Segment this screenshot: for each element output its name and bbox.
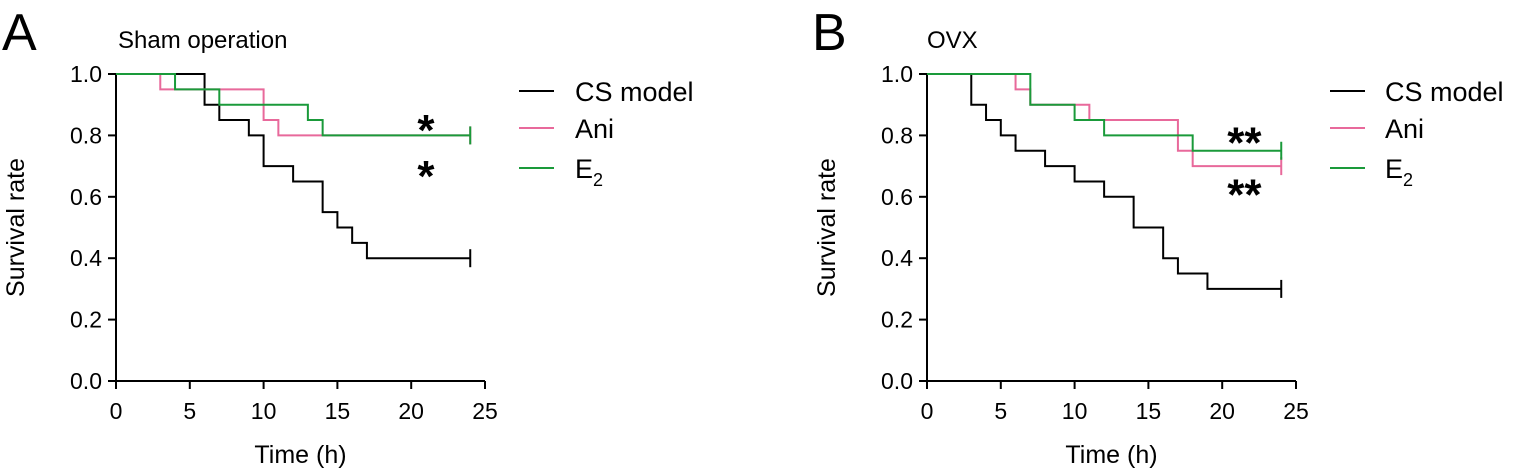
legend-label: E2: [575, 154, 603, 190]
x-axis-title: Time (h): [1065, 441, 1157, 469]
x-tick-label: 0: [921, 398, 934, 424]
y-tick-label: 1.0: [881, 61, 913, 87]
y-tick-label: 0.2: [70, 307, 102, 333]
legend-label-text: E: [1385, 154, 1403, 184]
x-tick-label: 5: [183, 398, 196, 424]
legend-label: Ani: [575, 114, 614, 144]
y-tick-label: 0.8: [70, 122, 102, 148]
y-tick-label: 0.6: [70, 184, 102, 210]
series-line-0: [927, 73, 1282, 290]
legend-label: Ani: [1385, 114, 1424, 144]
y-tick-label: 0.6: [881, 184, 913, 210]
legend-label: E2: [1385, 154, 1413, 190]
x-tick-label: 0: [110, 398, 123, 424]
series-line-2: [116, 73, 471, 137]
legend-label-text: Ani: [1385, 114, 1424, 144]
chart-panel-a: A Sham operation 0.0 0.2 0.4 0.6 0.8 1.0 0 5 10 15 2…: [2, 4, 694, 469]
significance-mark: *: [417, 106, 435, 155]
x-tick-label: 10: [251, 398, 277, 424]
chart-title: OVX: [927, 27, 978, 54]
panel-letter: A: [2, 4, 37, 62]
chart-panel-b: B OVX 0.0 0.2 0.4 0.6 0.8 1.0 0 5 10 15 20 25 Time (h)…: [812, 4, 1504, 469]
x-tick-label: 20: [398, 398, 424, 424]
legend-label: CS model: [1385, 77, 1504, 107]
series-line-2: [927, 73, 1282, 152]
chart-title: Sham operation: [118, 27, 287, 54]
y-tick-label: 0.4: [881, 245, 913, 271]
y-axis-title: Survival rate: [813, 158, 841, 297]
x-tick-label: 15: [325, 398, 351, 424]
series-line-1: [116, 73, 471, 137]
legend-label-subscript: 2: [593, 170, 603, 190]
y-tick-label: 0.0: [881, 368, 913, 394]
x-axis-title: Time (h): [254, 441, 346, 469]
x-tick-label: 15: [1136, 398, 1162, 424]
x-tick-label: 10: [1062, 398, 1088, 424]
legend-label-text: CS model: [1385, 77, 1504, 107]
y-tick-label: 0.0: [70, 368, 102, 394]
legend-label-text: E: [575, 154, 593, 184]
legend-label-text: CS model: [575, 77, 694, 107]
x-tick-label: 25: [472, 398, 498, 424]
legend-label-subscript: 2: [1403, 170, 1413, 190]
y-axis-title: Survival rate: [2, 158, 30, 297]
legend-label-text: Ani: [575, 114, 614, 144]
significance-mark: **: [1227, 118, 1262, 167]
y-tick-label: 0.2: [881, 307, 913, 333]
significance-mark: **: [1227, 171, 1262, 220]
series-line-0: [116, 73, 471, 260]
panel-letter: B: [812, 4, 847, 62]
x-tick-label: 20: [1209, 398, 1235, 424]
x-tick-label: 5: [994, 398, 1007, 424]
significance-mark: *: [417, 152, 435, 201]
legend-label: CS model: [575, 77, 694, 107]
y-tick-label: 1.0: [70, 61, 102, 87]
y-tick-label: 0.8: [881, 122, 913, 148]
x-tick-label: 25: [1283, 398, 1309, 424]
y-tick-label: 0.4: [70, 245, 102, 271]
